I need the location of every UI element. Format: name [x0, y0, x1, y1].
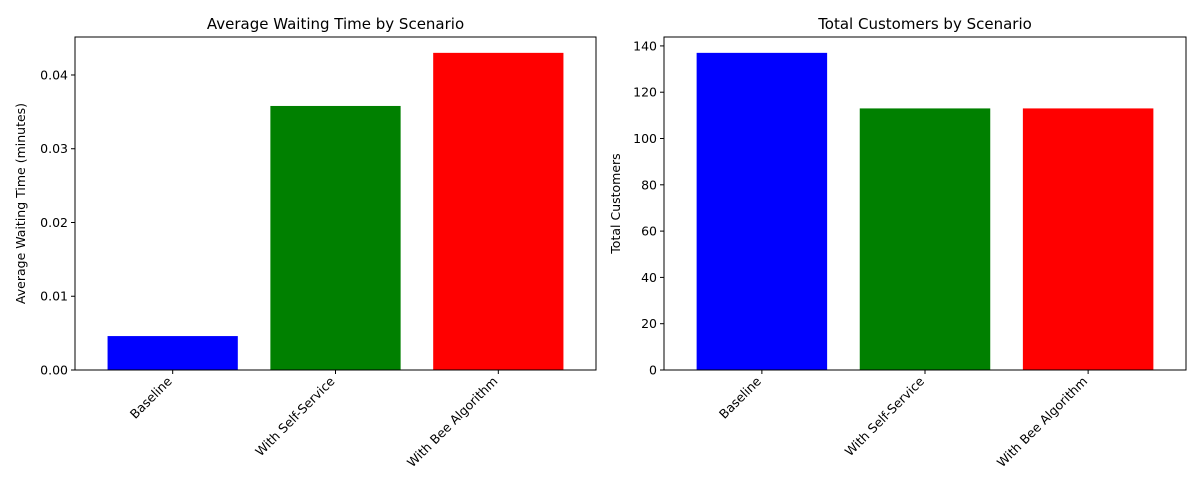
bar-with-bee-algorithm [1022, 108, 1154, 371]
chart-panel-1: 0.00 0.01 0.02 0.03 0.04 Baseline With Self-Se… [13, 15, 597, 471]
bar-with-bee-algorithm [433, 52, 564, 370]
y-axis-label: Total Customers [608, 153, 623, 254]
axes-frame [74, 36, 597, 371]
y-tick-label: 100 [633, 131, 657, 146]
chart-title: Total Customers by Scenario [817, 15, 1032, 33]
y-tick-label: 0 [649, 363, 657, 378]
y-tick-label: 140 [633, 38, 657, 53]
bar-baseline [107, 336, 238, 370]
chart-panel-2: 0 20 40 60 80 100 120 140 Baseline With Self-Serv… [608, 15, 1187, 471]
x-tick-label: With Self-Service [252, 373, 338, 459]
x-tick-label: With Bee Algorithm [404, 374, 501, 471]
y-tick-label: 0.01 [40, 289, 68, 304]
y-tick-label: 120 [633, 85, 657, 100]
x-tick-label: Baseline [716, 373, 764, 421]
y-tick-label: 0.03 [40, 141, 68, 156]
y-tick-label: 80 [641, 177, 657, 192]
y-tick-label: 0.04 [40, 67, 68, 82]
bar-baseline [696, 52, 828, 370]
y-tick-label: 60 [641, 224, 657, 239]
x-tick-label: Baseline [127, 373, 175, 421]
y-axis-label: Average Waiting Time (minutes) [13, 103, 28, 304]
x-tick-label: With Self-Service [842, 373, 928, 459]
y-tick-label: 40 [641, 270, 657, 285]
bar-with-self-service [859, 108, 991, 371]
y-tick-label: 0.02 [40, 215, 68, 230]
chart-title: Average Waiting Time by Scenario [207, 15, 464, 33]
bar-with-self-service [270, 105, 401, 370]
x-tick-label: With Bee Algorithm [994, 374, 1091, 471]
y-tick-label: 0.00 [40, 363, 68, 378]
axes-frame [663, 36, 1187, 371]
y-tick-label: 20 [641, 316, 657, 331]
